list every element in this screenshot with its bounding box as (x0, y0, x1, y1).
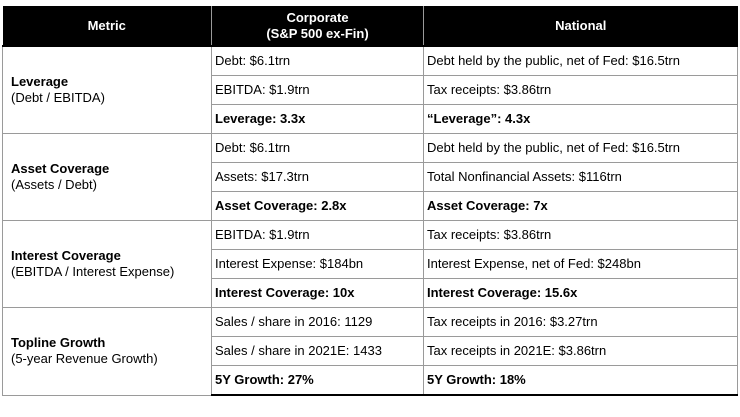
corporate-result: Interest Coverage: 10x (211, 278, 424, 308)
table-row: Topline Growth (5-year Revenue Growth) S… (2, 307, 738, 396)
metric-name: Interest Coverage (11, 248, 121, 263)
table-row: Leverage (Debt / EBITDA) Debt: $6.1trn D… (2, 45, 738, 134)
national-value: Debt held by the public, net of Fed: $16… (423, 45, 738, 76)
table-row: Interest Coverage: 10x Interest Coverage… (3, 278, 738, 308)
corporate-value: Sales / share in 2021E: 1433 (211, 336, 424, 366)
header-corporate-line2: (S&P 500 ex-Fin) (266, 25, 369, 41)
header-corporate: Corporate (S&P 500 ex-Fin) (211, 6, 424, 46)
metric-name: Topline Growth (11, 335, 106, 351)
national-result: “Leverage”: 4.3x (423, 104, 738, 134)
national-value: Tax receipts: $3.86trn (423, 220, 738, 250)
header-national: National (423, 6, 738, 46)
header-metric: Metric (2, 6, 212, 46)
national-value: Tax receipts in 2016: $3.27trn (423, 307, 738, 337)
metric-formula: (Debt / EBITDA) (11, 90, 105, 105)
national-result: 5Y Growth: 18% (423, 365, 738, 396)
metric-cell-topline-growth: Topline Growth (5-year Revenue Growth) (2, 307, 212, 396)
corporate-value: Interest Expense: $184bn (211, 249, 424, 279)
corporate-value: EBITDA: $1.9trn (211, 220, 424, 250)
table-row: Asset Coverage (Assets / Debt) Debt: $6.… (2, 133, 738, 221)
national-value: Tax receipts in 2021E: $3.86trn (423, 336, 738, 366)
metric-formula: (Assets / Debt) (11, 177, 97, 192)
metric-name: Asset Coverage (11, 161, 110, 176)
national-result: Interest Coverage: 15.6x (423, 278, 738, 308)
national-value: Debt held by the public, net of Fed: $16… (423, 133, 738, 163)
header-corporate-line1: Corporate (286, 9, 349, 25)
table-body: Leverage (Debt / EBITDA) Debt: $6.1trn D… (2, 45, 738, 396)
corporate-value: Assets: $17.3trn (211, 162, 424, 192)
table-row: Leverage: 3.3x “Leverage”: 4.3x (3, 104, 738, 134)
metric-cell-interest-coverage: Interest Coverage (EBITDA / Interest Exp… (2, 220, 212, 308)
table-header: Metric Corporate (S&P 500 ex-Fin) Nation… (2, 6, 738, 46)
national-result: Asset Coverage: 7x (423, 191, 738, 221)
metric-name: Leverage (11, 74, 69, 89)
metrics-comparison-table: Metric Corporate (S&P 500 ex-Fin) Nation… (2, 6, 738, 396)
corporate-value: Sales / share in 2016: 1129 (211, 307, 424, 337)
table-row: 5Y Growth: 27% 5Y Growth: 18% (3, 365, 738, 396)
corporate-result: 5Y Growth: 27% (211, 365, 424, 396)
corporate-value: EBITDA: $1.9trn (211, 75, 424, 105)
corporate-value: Debt: $6.1trn (211, 133, 424, 163)
header-row: Metric Corporate (S&P 500 ex-Fin) Nation… (2, 6, 738, 46)
table-row: Assets: $17.3trn Total Nonfinancial Asse… (3, 162, 738, 192)
national-value: Tax receipts: $3.86trn (423, 75, 738, 105)
corporate-result: Leverage: 3.3x (211, 104, 424, 134)
metric-formula: (5-year Revenue Growth) (11, 351, 158, 367)
metric-cell-asset-coverage: Asset Coverage (Assets / Debt) (2, 133, 212, 221)
table-row: Interest Expense: $184bn Interest Expens… (3, 249, 738, 279)
metric-formula: (EBITDA / Interest Expense) (11, 264, 175, 279)
national-value: Interest Expense, net of Fed: $248bn (423, 249, 738, 279)
national-value: Total Nonfinancial Assets: $116trn (423, 162, 738, 192)
table-row: Asset Coverage: 2.8x Asset Coverage: 7x (3, 191, 738, 221)
corporate-result: Asset Coverage: 2.8x (211, 191, 424, 221)
table-row: EBITDA: $1.9trn Tax receipts: $3.86trn (3, 75, 738, 105)
corporate-value: Debt: $6.1trn (211, 45, 424, 76)
table-row: Sales / share in 2021E: 1433 Tax receipt… (3, 336, 738, 366)
metric-cell-leverage: Leverage (Debt / EBITDA) (2, 45, 212, 134)
table-row: Interest Coverage (EBITDA / Interest Exp… (2, 220, 738, 308)
